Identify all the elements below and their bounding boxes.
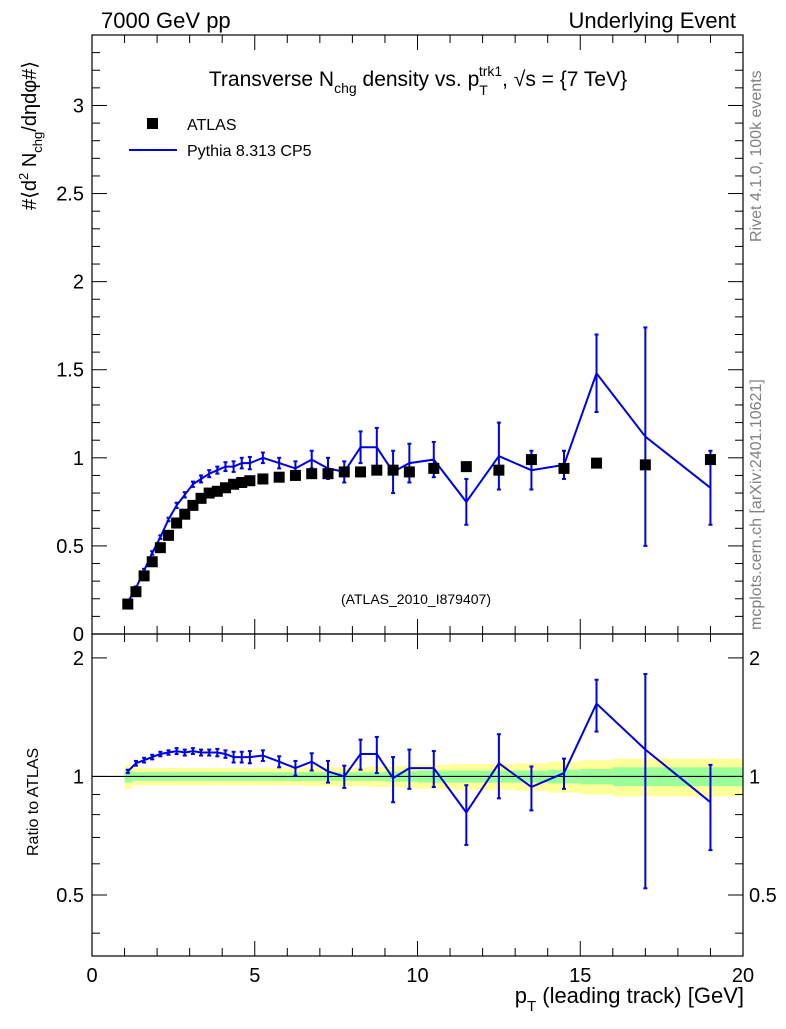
atlas-data-point [591, 457, 603, 469]
atlas-data-point [338, 466, 350, 478]
atlas-data-point [525, 454, 537, 466]
main-title: Transverse Nchg density vs. pTtrk1, √s =… [209, 63, 627, 98]
atlas-data-point [273, 471, 285, 483]
y-tick-label: 1.5 [56, 360, 84, 382]
atlas-data-point [219, 482, 231, 494]
header-left: 7000 GeV pp [101, 8, 231, 33]
ratio-y-tick-label-right: 0.5 [749, 885, 777, 907]
atlas-data-point [203, 487, 215, 499]
y-tick-label: 2.5 [56, 184, 84, 206]
atlas-data-point [236, 476, 248, 488]
atlas-data-point [162, 529, 174, 541]
ratio-y-tick-label: 0.5 [56, 885, 84, 907]
y-tick-label: 0.5 [56, 536, 84, 558]
ratio-y-tick-label: 1 [73, 766, 84, 788]
x-tick-label: 5 [249, 965, 260, 987]
x-axis-label: pT (leading track) [GeV] [515, 983, 744, 1015]
analysis-watermark: (ATLAS_2010_I879407) [341, 591, 491, 607]
atlas-data-point [195, 492, 207, 504]
main-y-ticks: 0 0.5 1 1.5 2 2.5 3 [56, 35, 744, 646]
ratio-line [127, 702, 712, 815]
atlas-data-point [387, 464, 399, 476]
y-tick-label: 2 [73, 272, 84, 294]
atlas-data-point [289, 469, 301, 481]
atlas-data-point [428, 462, 440, 474]
atlas-data-point [146, 556, 158, 568]
atlas-data-point [179, 508, 191, 520]
ratio-panel: 0.5 0.51 12 20 5 10 15 20 Ratio to ATLAS pT (le… [25, 633, 777, 1015]
atlas-data-point [704, 454, 716, 466]
mcplots-label: mcplots.cern.ch [arXiv:2401.10621] [748, 379, 765, 630]
atlas-data-point [306, 468, 318, 480]
ratio-y-axis-label: Ratio to ATLAS [25, 748, 42, 856]
main-panel: 0 0.5 1 1.5 2 2.5 3 Transverse Nchg density vs… [16, 34, 744, 646]
atlas-data-point [130, 586, 142, 598]
atlas-data-point [244, 475, 256, 487]
atlas-data-point [639, 459, 651, 471]
main-y-axis-label: #⟨d2 Nchg/dηdφ#⟩ [16, 61, 45, 210]
atlas-data-point [154, 542, 166, 554]
atlas-data-point [355, 466, 367, 478]
atlas-data-point [171, 517, 183, 529]
atlas-data-point [460, 461, 472, 473]
y-tick-label: 3 [73, 95, 84, 117]
atlas-data-point [138, 570, 150, 582]
ratio-frame [91, 633, 744, 957]
ratio-y-tick-label-right: 1 [749, 766, 760, 788]
pythia-line [126, 371, 712, 603]
y-tick-label: 0 [73, 624, 84, 646]
atlas-data-point [322, 468, 334, 480]
x-tick-label: 15 [569, 965, 591, 987]
x-tick-label: 0 [86, 965, 97, 987]
atlas-data-point [257, 473, 269, 485]
atlas-data-point [403, 466, 415, 478]
ratio-ticks: 0.5 0.51 12 20 5 10 15 20 [56, 634, 777, 987]
legend-marker-atlas [147, 118, 158, 129]
legend-label-pythia: Pythia 8.313 CP5 [187, 143, 312, 160]
atlas-data-point [493, 464, 505, 476]
atlas-data-point [228, 478, 240, 490]
main-plot-content [122, 326, 716, 610]
y-tick-label: 1 [73, 448, 84, 470]
atlas-data-point [122, 598, 134, 610]
legend-label-atlas: ATLAS [187, 117, 237, 134]
atlas-data-point [211, 485, 223, 497]
header-right: Underlying Event [568, 8, 736, 33]
x-tick-label: 20 [732, 965, 754, 987]
x-tick-label: 10 [406, 965, 428, 987]
atlas-data-point [371, 464, 383, 476]
atlas-data-point [187, 499, 199, 511]
ratio-y-tick-label: 2 [73, 648, 84, 670]
atlas-data-point [558, 462, 570, 474]
ratio-y-tick-label-right: 2 [749, 648, 760, 670]
ratio-plot-content [92, 673, 743, 890]
rivet-version-label: Rivet 4.1.0, 100k events [748, 70, 765, 242]
